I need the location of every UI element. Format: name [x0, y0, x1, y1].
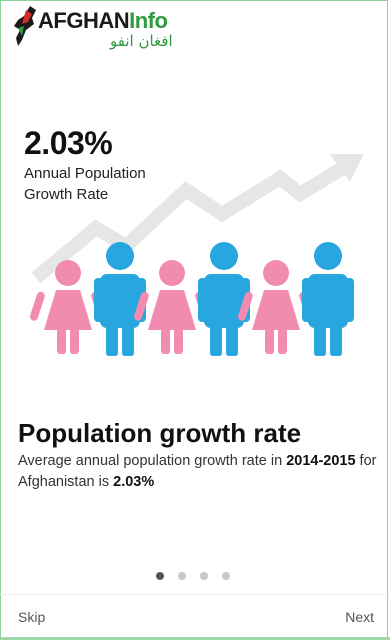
logo-text-accent: Info	[129, 8, 168, 33]
male-figure-icon	[302, 242, 354, 356]
frame-bottom-border	[0, 637, 390, 640]
stat-label-line1: Annual Population	[24, 165, 146, 182]
bottom-divider	[0, 594, 390, 595]
slide-title: Population growth rate	[18, 418, 302, 448]
hero-illustration	[29, 154, 364, 356]
stat-label: Annual Population Growth Rate	[24, 163, 174, 205]
stat-value: 2.03%	[24, 125, 113, 161]
male-figure-icon	[94, 242, 146, 356]
male-figure-icon	[198, 242, 250, 356]
desc-mid: for Afghanistan is	[18, 453, 377, 490]
desc-years: 2014-2015	[286, 453, 356, 469]
next-button[interactable]: Next	[345, 609, 374, 625]
page-dot[interactable]	[200, 572, 208, 580]
page-dot[interactable]	[156, 572, 164, 580]
page-indicator	[156, 572, 230, 580]
logo-text-primary: AFGHAN	[38, 8, 130, 33]
desc-prefix: Average annual population growth rate in	[18, 453, 287, 469]
growth-arrowhead-icon	[330, 154, 364, 182]
page-dot[interactable]	[222, 572, 230, 580]
people-group	[29, 242, 354, 356]
page-dot[interactable]	[178, 572, 186, 580]
logo-text: AFGHANInfo	[38, 8, 168, 34]
female-figure-icon	[29, 260, 107, 354]
afghan-map-icon	[14, 6, 36, 46]
slide-description: Average annual population growth rate in…	[18, 451, 378, 493]
skip-button[interactable]: Skip	[18, 609, 46, 625]
stat-label-line2: Growth Rate	[24, 186, 109, 203]
desc-value: 2.03%	[113, 474, 155, 490]
app-logo: AFGHANInfo افغان انفو	[10, 4, 210, 52]
growth-arrow-icon	[31, 160, 350, 284]
female-figure-icon	[133, 260, 211, 354]
logo-subtitle: افغان انفو	[110, 32, 173, 50]
